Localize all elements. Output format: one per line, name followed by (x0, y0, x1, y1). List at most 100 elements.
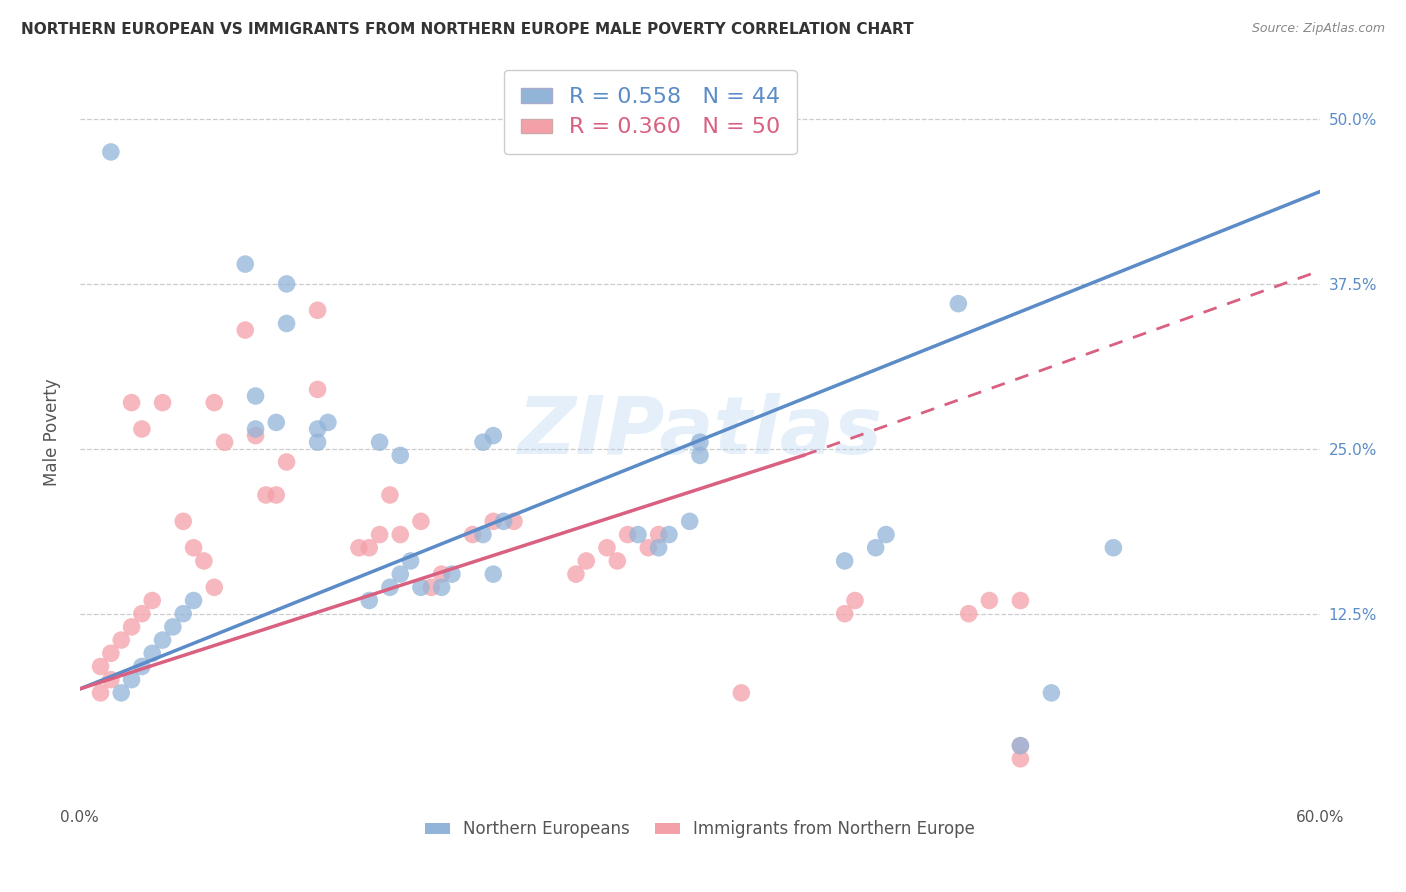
Point (440, 567, 463, 582)
Point (430, 580, 453, 594)
Point (90, 686, 112, 700)
Point (233, 257, 256, 271)
Point (100, 673, 122, 687)
Point (276, 277, 298, 291)
Point (844, 593, 866, 607)
Point (461, 527, 484, 541)
Point (152, 633, 174, 648)
Point (100, 646, 122, 660)
Point (1010, 752, 1032, 766)
Text: Source: ZipAtlas.com: Source: ZipAtlas.com (1251, 22, 1385, 36)
Point (482, 428, 505, 442)
Point (482, 514, 505, 528)
Point (264, 488, 287, 502)
Point (409, 514, 432, 528)
Point (121, 395, 143, 409)
Point (90, 659, 112, 673)
Point (430, 567, 453, 582)
Point (121, 620, 143, 634)
Point (347, 541, 370, 555)
Point (131, 422, 153, 436)
Point (368, 435, 391, 450)
Point (202, 580, 225, 594)
Point (245, 389, 267, 403)
Point (183, 541, 205, 555)
Point (162, 620, 184, 634)
Point (214, 435, 236, 450)
Point (730, 686, 752, 700)
Point (141, 646, 163, 660)
Point (471, 435, 494, 450)
Point (389, 449, 412, 463)
Point (121, 673, 143, 687)
Point (503, 514, 526, 528)
Point (131, 659, 153, 673)
Point (368, 527, 391, 541)
Point (233, 323, 256, 337)
Point (245, 422, 267, 436)
Point (865, 541, 887, 555)
Point (575, 554, 598, 568)
Point (658, 527, 681, 541)
Point (307, 422, 329, 436)
Point (875, 527, 897, 541)
Point (254, 488, 277, 502)
Point (378, 488, 401, 502)
Text: ZIPatlas: ZIPatlas (517, 393, 883, 471)
Point (679, 514, 702, 528)
Point (172, 514, 194, 528)
Point (616, 527, 638, 541)
Point (492, 514, 515, 528)
Point (389, 567, 412, 582)
Point (1010, 739, 1032, 753)
Point (264, 416, 287, 430)
Point (1010, 739, 1032, 753)
Point (100, 145, 122, 159)
Point (420, 580, 443, 594)
Point (948, 296, 970, 310)
Point (409, 580, 432, 594)
Point (307, 435, 329, 450)
Point (627, 527, 650, 541)
Y-axis label: Male Poverty: Male Poverty (44, 378, 60, 486)
Point (1040, 686, 1063, 700)
Point (307, 383, 329, 397)
Point (647, 541, 669, 555)
Point (637, 541, 659, 555)
Point (834, 554, 856, 568)
Point (979, 593, 1001, 607)
Point (471, 527, 494, 541)
Point (834, 607, 856, 621)
Point (1102, 541, 1125, 555)
Point (689, 449, 711, 463)
Point (316, 416, 339, 430)
Point (399, 554, 422, 568)
Point (606, 554, 628, 568)
Point (172, 607, 194, 621)
Point (389, 527, 412, 541)
Point (565, 567, 588, 582)
Point (183, 593, 205, 607)
Point (1010, 593, 1032, 607)
Point (152, 395, 174, 409)
Point (596, 541, 619, 555)
Point (131, 607, 153, 621)
Point (359, 593, 381, 607)
Point (378, 580, 401, 594)
Point (689, 435, 711, 450)
Point (141, 593, 163, 607)
Point (276, 317, 298, 331)
Text: NORTHERN EUROPEAN VS IMMIGRANTS FROM NORTHERN EUROPE MALE POVERTY CORRELATION CH: NORTHERN EUROPEAN VS IMMIGRANTS FROM NOR… (21, 22, 914, 37)
Point (193, 554, 215, 568)
Point (110, 633, 132, 648)
Legend: Northern Europeans, Immigrants from Northern Europe: Northern Europeans, Immigrants from Nort… (418, 814, 981, 845)
Point (647, 527, 669, 541)
Point (359, 541, 381, 555)
Point (482, 567, 505, 582)
Point (202, 395, 225, 409)
Point (245, 428, 267, 442)
Point (276, 455, 298, 469)
Point (307, 303, 329, 318)
Point (957, 607, 980, 621)
Point (110, 686, 132, 700)
